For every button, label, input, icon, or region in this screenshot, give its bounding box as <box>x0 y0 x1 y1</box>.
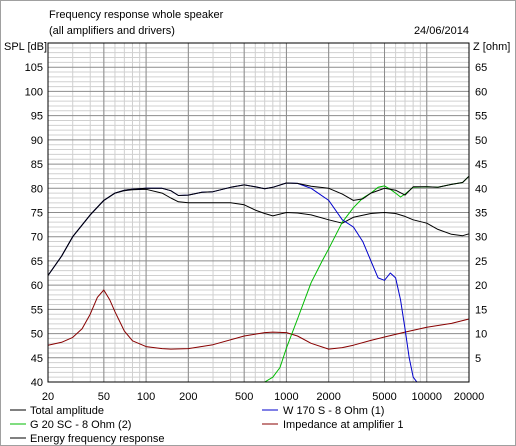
y-left-tick-label: 40 <box>31 377 43 389</box>
x-tick-label: 1000 <box>274 391 298 403</box>
y-right-tick-label: 25 <box>475 256 487 268</box>
x-tick-label: 500 <box>235 391 253 403</box>
y-left-tick-label: 60 <box>31 280 43 292</box>
legend-item-g20sc: G 20 SC - 8 Ohm (2) <box>10 419 131 431</box>
legend-label-total-amplitude: Total amplitude <box>30 405 104 417</box>
y-left-tick-label: 65 <box>31 256 43 268</box>
chart-title: Frequency response whole speaker <box>49 9 224 21</box>
x-tick-label: 50 <box>98 391 110 403</box>
y-left-tick-label: 95 <box>31 111 43 123</box>
legend-label-w170s: W 170 S - 8 Ohm (1) <box>283 405 384 417</box>
y-left-tick-label: 100 <box>25 86 43 98</box>
line-impedance <box>47 289 470 350</box>
chart-subtitle: (all amplifiers and drivers) <box>49 25 175 37</box>
y-left-tick-label: 70 <box>31 232 43 244</box>
y-right-tick-label: 60 <box>475 86 487 98</box>
y-left-tick-label: 75 <box>31 208 43 220</box>
y-right-tick-label: 40 <box>475 183 487 195</box>
x-tick-label: 100 <box>137 391 155 403</box>
y-left-tick-label: 90 <box>31 135 43 147</box>
y-right-tick-label: 30 <box>475 232 487 244</box>
y-right-tick-label: 5 <box>475 353 481 365</box>
chart-date: 24/06/2014 <box>414 25 469 37</box>
y-right-tick-label: 45 <box>475 159 487 171</box>
legend-label-g20sc: G 20 SC - 8 Ohm (2) <box>30 419 131 431</box>
line-total-amplitude <box>47 175 470 276</box>
x-axis-ticks: 20 50 100 200 500 1000 2000 5000 10000 20000 <box>42 391 484 403</box>
y-left-tick-label: 80 <box>31 183 43 195</box>
legend-item-total-amplitude: Total amplitude <box>10 405 104 417</box>
x-tick-label: 20000 <box>454 391 485 403</box>
y-left-tick-label: 55 <box>31 304 43 316</box>
y-right-tick-label: 35 <box>475 208 487 220</box>
legend-item-impedance: Impedance at amplifier 1 <box>262 419 403 431</box>
series-layer <box>47 175 470 383</box>
y-right-tick-label: 50 <box>475 135 487 147</box>
x-tick-label: 5000 <box>372 391 396 403</box>
y-right-tick-label: 10 <box>475 329 487 341</box>
y-axis-left-label: SPL [dB] <box>4 41 47 53</box>
x-tick-label: 20 <box>42 391 54 403</box>
y-left-tick-label: 85 <box>31 159 43 171</box>
x-tick-label: 2000 <box>316 391 340 403</box>
y-left-tick-label: 105 <box>25 62 43 74</box>
y-left-tick-label: 50 <box>31 329 43 341</box>
y-right-tick-label: 55 <box>475 111 487 123</box>
x-tick-label: 10000 <box>411 391 442 403</box>
x-tick-label: 200 <box>179 391 197 403</box>
legend-label-impedance: Impedance at amplifier 1 <box>283 419 403 431</box>
y-right-tick-label: 65 <box>475 62 487 74</box>
y-axis-right-label: Z [ohm] <box>473 41 510 53</box>
y-axis-right-ticks: 5 10 15 20 25 30 35 40 45 50 55 60 65 <box>475 62 487 365</box>
legend-item-w170s: W 170 S - 8 Ohm (1) <box>262 405 384 417</box>
legend: Total amplitude G 20 SC - 8 Ohm (2) Ener… <box>10 405 403 445</box>
y-left-tick-label: 45 <box>31 353 43 365</box>
y-axis-left-ticks: 40 45 50 55 60 65 70 75 80 85 90 95 100 105 <box>25 62 43 389</box>
y-right-tick-label: 20 <box>475 280 487 292</box>
legend-item-energy: Energy frequency response <box>10 433 165 445</box>
legend-label-energy: Energy frequency response <box>30 433 165 445</box>
plot-frame <box>47 42 470 383</box>
y-right-tick-label: 15 <box>475 304 487 316</box>
